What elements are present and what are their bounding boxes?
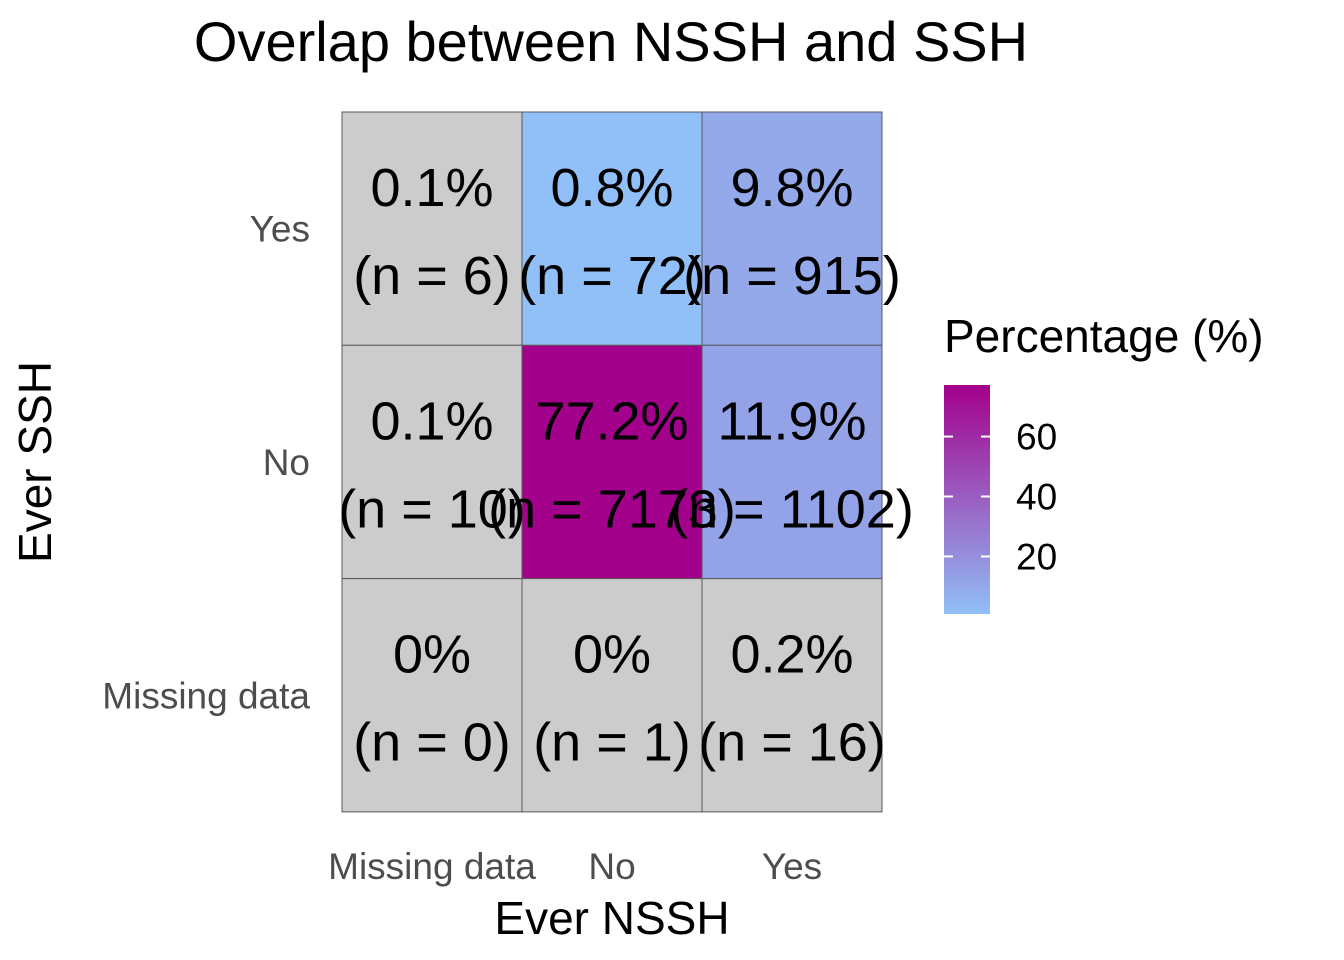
heatmap-cell: [341, 578, 523, 813]
cell-percent-label: 0.1%: [370, 158, 493, 218]
legend-colorbar: [944, 385, 990, 614]
x-tick-label: Missing data: [328, 846, 536, 887]
heatmap-cells: [341, 111, 883, 813]
cell-count-label: (n = 72): [518, 246, 706, 306]
y-tick-label: No: [263, 442, 310, 483]
heatmap-cell: [701, 578, 883, 813]
x-tick-label: Yes: [762, 846, 822, 887]
x-axis-ticks: Missing data No Yes: [328, 846, 822, 887]
x-axis-title: Ever NSSH: [494, 892, 729, 944]
cell-percent-label: 0.2%: [730, 625, 853, 685]
cell-count-label: (n = 7173): [488, 479, 736, 539]
y-axis-title: Ever SSH: [9, 361, 61, 563]
heatmap-cell: [521, 578, 703, 813]
legend: Percentage (%) 20 40 60: [944, 310, 1264, 614]
chart-title: Overlap between NSSH and SSH: [194, 10, 1028, 73]
cell-count-label: (n = 1102): [670, 479, 914, 539]
cell-labels: 0.1% (n = 6) 0.8% (n = 72) 9.8% (n = 915) 0.1%…: [338, 158, 914, 773]
y-axis-ticks: Missing data No Yes: [102, 209, 310, 717]
cell-percent-label: 0%: [573, 625, 651, 685]
heatmap-cell: [341, 344, 523, 580]
cell-percent-label: 0.1%: [370, 391, 493, 451]
legend-tick-label: 40: [1016, 477, 1057, 518]
cell-count-label: (n = 6): [353, 246, 511, 306]
x-tick-label: No: [588, 846, 635, 887]
heatmap-cell: [521, 344, 703, 580]
cell-percent-label: 77.2%: [535, 391, 688, 451]
cell-count-label: (n = 0): [353, 713, 511, 773]
legend-title: Percentage (%): [944, 310, 1264, 362]
y-tick-label: Yes: [250, 209, 310, 250]
cell-percent-label: 11.9%: [717, 391, 866, 451]
cell-count-label: (n = 10): [338, 479, 526, 539]
heatmap-cell: [521, 111, 703, 346]
cell-percent-label: 0.8%: [550, 158, 673, 218]
heatmap-cell: [701, 111, 883, 346]
cell-count-label: (n = 1): [533, 713, 691, 773]
cell-percent-label: 0%: [393, 625, 471, 685]
heatmap-cell: [341, 111, 523, 346]
cell-count-label: (n = 915): [683, 246, 901, 306]
y-tick-label: Missing data: [102, 675, 310, 716]
heatmap-cell: [701, 344, 883, 580]
cell-percent-label: 9.8%: [730, 158, 853, 218]
legend-tick-label: 60: [1016, 417, 1057, 458]
cell-count-label: (n = 16): [698, 713, 886, 773]
legend-tick-label: 20: [1016, 536, 1057, 577]
